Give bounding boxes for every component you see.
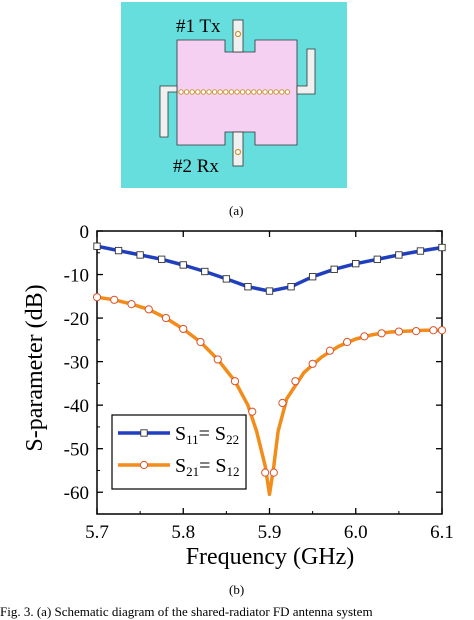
legend-label-2: S21= S12 — [175, 455, 240, 479]
series-2-point — [437, 326, 447, 335]
via — [239, 89, 246, 95]
series-1-point — [158, 255, 166, 263]
via — [189, 89, 195, 95]
x-tick-label: 5.9 — [258, 522, 282, 543]
x-axis-label: Frequency (GHz) — [186, 544, 355, 570]
series-2-point — [161, 313, 171, 323]
series-2-point — [213, 355, 222, 364]
port1-via — [234, 30, 242, 38]
series-2-point — [110, 295, 119, 304]
sublabel-b: (b) — [229, 582, 245, 597]
via — [234, 89, 240, 95]
series-1-point — [330, 265, 338, 273]
series-1-point — [244, 283, 252, 291]
via — [211, 89, 218, 95]
y-tick-label: 0 — [80, 222, 90, 243]
series-2-point — [308, 359, 317, 368]
via — [245, 89, 251, 95]
legend-marker-1 — [140, 429, 148, 437]
series-2-point — [248, 407, 257, 416]
series-2-point — [291, 377, 300, 386]
via — [195, 89, 201, 95]
via — [223, 89, 229, 95]
shorting-via-row — [178, 89, 291, 95]
y-tick-label: -10 — [64, 266, 89, 287]
series-1-point — [352, 260, 360, 268]
s-parameter-chart: 5.7 5.8 5.9 6.0 6.1 0 -10 -20 -30 -40 -50 -60 Frequ… — [22, 222, 454, 570]
series-1-point — [93, 242, 101, 250]
series-2-point — [429, 326, 438, 335]
left-stub — [159, 85, 178, 138]
figure-caption: Fig. 3. (a) Schematic diagram of the sha… — [0, 604, 373, 619]
y-axis-label: S-parameter (dB) — [22, 284, 48, 451]
right-stub — [296, 48, 316, 95]
port2-via — [234, 148, 242, 156]
via — [183, 89, 190, 95]
x-tick-label: 5.7 — [85, 522, 109, 543]
series-2-point — [144, 305, 153, 314]
via — [251, 89, 257, 95]
y-tick-label: -60 — [64, 483, 89, 504]
series-2-point — [196, 337, 205, 347]
via — [256, 89, 263, 95]
series-2-point — [261, 468, 270, 477]
legend: S11= S22 S21= S12 — [111, 414, 247, 490]
series-2-point — [343, 337, 352, 347]
series-2-point — [394, 327, 403, 336]
via — [217, 89, 223, 95]
series-2-point — [92, 293, 102, 302]
via — [228, 89, 235, 95]
antenna-schematic: #1 Tx #2 Rx — [121, 2, 347, 188]
via — [200, 89, 207, 95]
series-1-point — [308, 273, 317, 281]
series-1-point — [114, 246, 123, 255]
series-1-point — [201, 267, 209, 276]
x-tick-label: 5.8 — [171, 522, 195, 543]
y-tick-label: -30 — [64, 353, 89, 374]
series-2-point — [360, 332, 369, 341]
via — [279, 89, 285, 95]
via — [206, 89, 212, 95]
via — [178, 89, 184, 95]
series-1-point — [265, 287, 274, 295]
y-tick-label: -20 — [64, 309, 89, 330]
series-line-1 — [96, 244, 443, 293]
series-1-point — [395, 251, 403, 259]
via — [262, 89, 268, 95]
legend-label-1: S11= S22 — [175, 423, 239, 447]
y-tick-label: -50 — [64, 440, 89, 461]
series-1-point — [136, 251, 144, 259]
x-tick-label: 6.0 — [344, 522, 368, 543]
port1-label: #1 Tx — [176, 16, 221, 37]
series-2-point — [230, 377, 240, 386]
series-1-point — [287, 283, 295, 291]
legend-box — [111, 414, 247, 490]
legend-marker-2 — [139, 460, 149, 470]
series-1-point — [373, 255, 381, 263]
via — [267, 89, 274, 95]
series-1-point — [222, 275, 231, 283]
series-2-point — [269, 468, 278, 477]
via — [284, 89, 291, 95]
y-tick-label: -40 — [64, 396, 89, 417]
series-2-point — [278, 398, 287, 408]
series-2-point — [377, 329, 386, 338]
series-1-point — [438, 243, 446, 252]
port2-label: #2 Rx — [173, 156, 219, 177]
series-1-point — [179, 261, 187, 269]
series-2-point — [127, 300, 136, 309]
series-2-point — [412, 327, 421, 336]
sublabel-a: (a) — [229, 203, 244, 218]
series-1-point — [416, 247, 425, 255]
series-2-point — [325, 346, 334, 355]
via — [273, 89, 279, 95]
x-tick-label: 6.1 — [430, 522, 454, 543]
series-2-point — [179, 324, 188, 334]
